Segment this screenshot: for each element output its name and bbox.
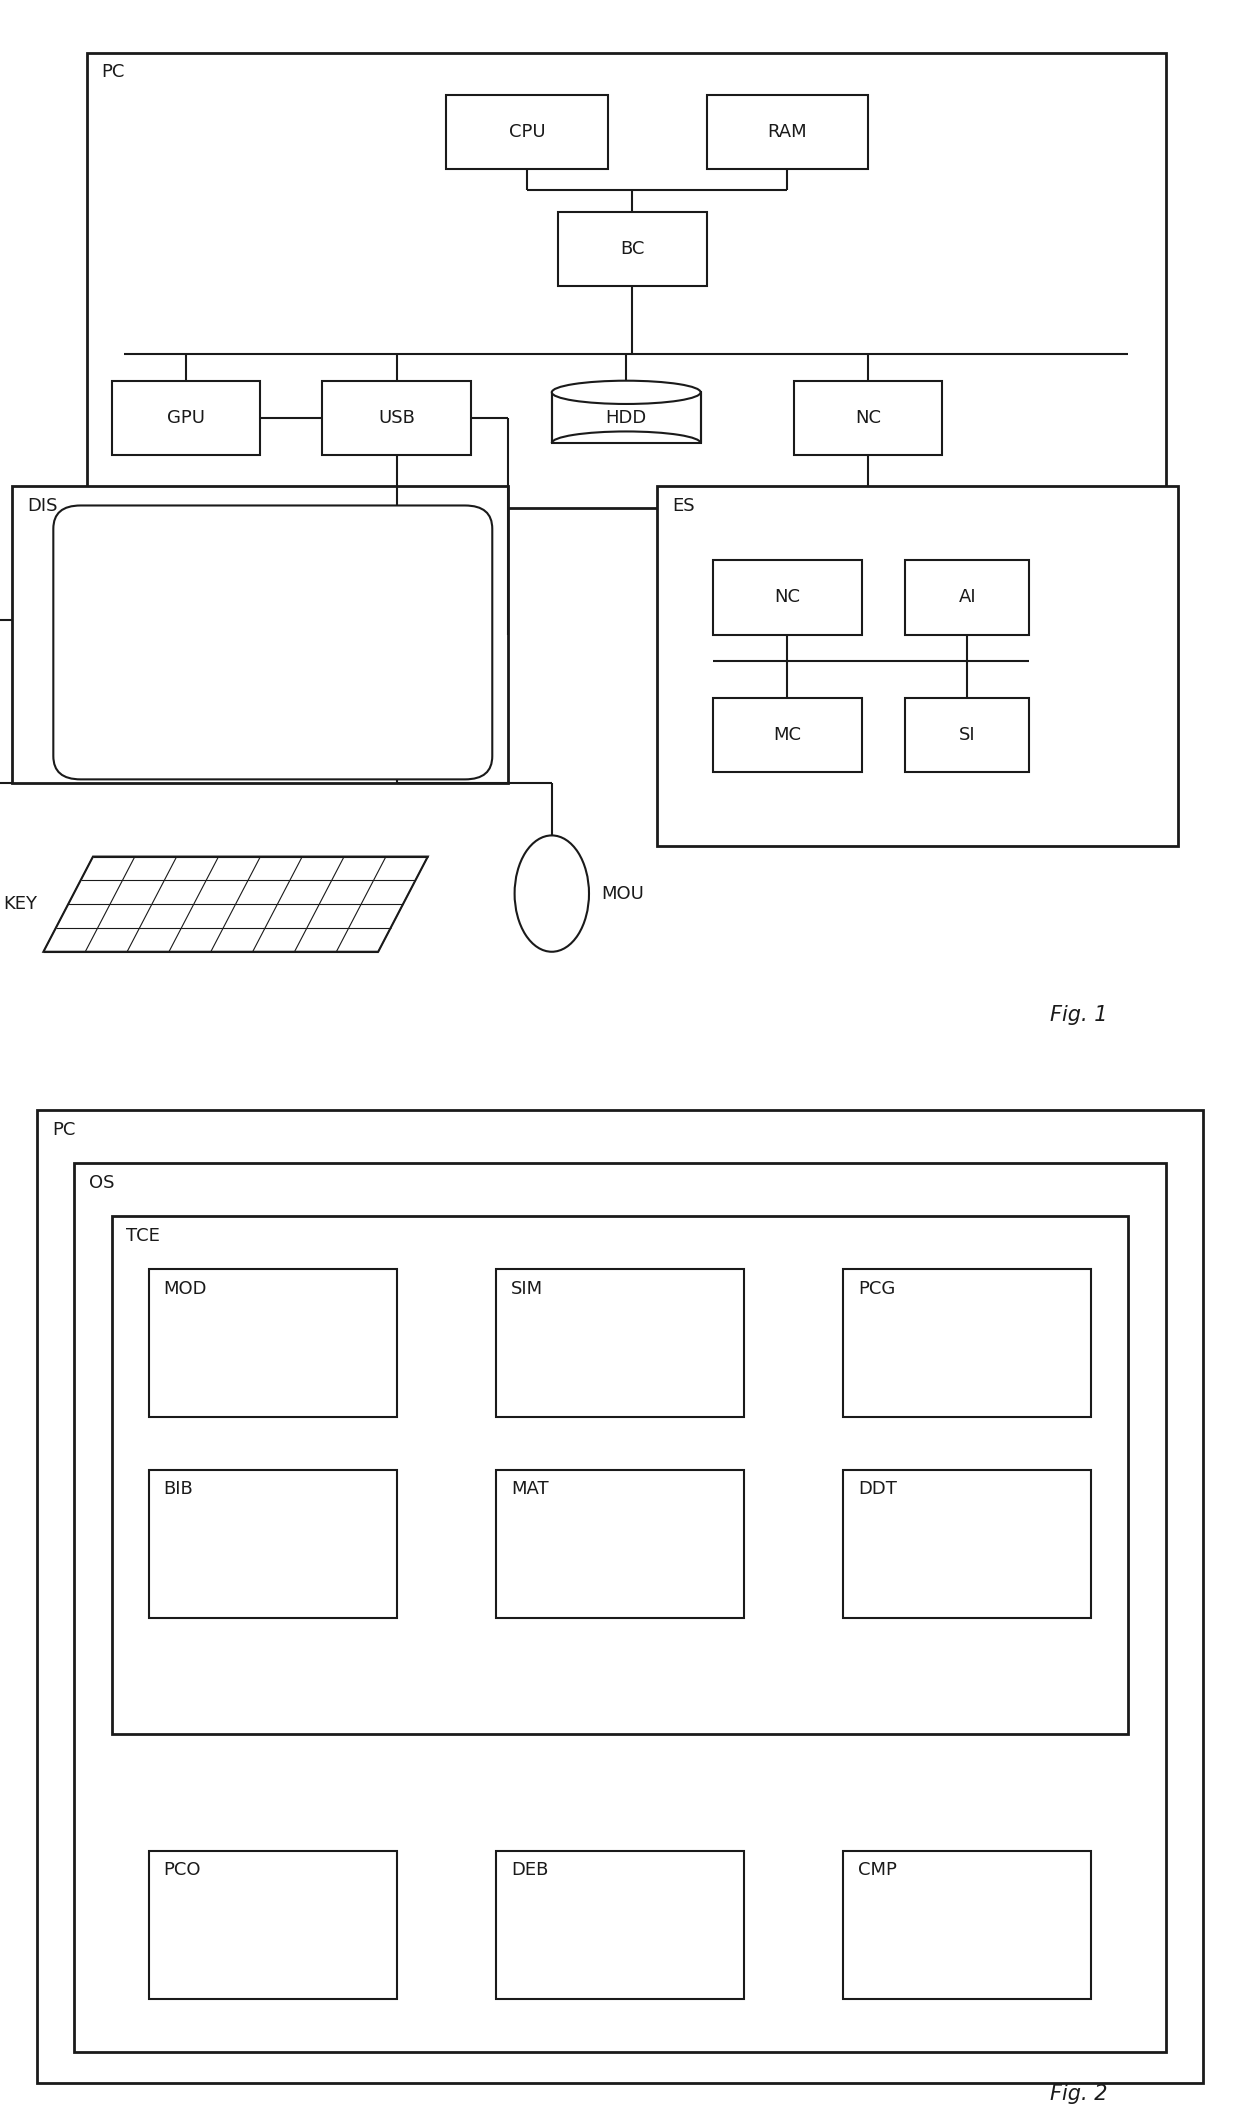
Bar xyxy=(322,381,471,455)
Text: ES: ES xyxy=(672,497,694,516)
Text: SIM: SIM xyxy=(511,1280,543,1299)
Text: AI: AI xyxy=(959,588,976,607)
Text: GPU: GPU xyxy=(167,408,205,427)
Text: NC: NC xyxy=(775,588,800,607)
Bar xyxy=(149,1470,397,1618)
Bar xyxy=(496,1269,744,1417)
Bar xyxy=(713,560,862,634)
Bar xyxy=(446,95,608,169)
Text: MAT: MAT xyxy=(511,1480,548,1500)
Bar xyxy=(843,1269,1091,1417)
Bar xyxy=(87,53,1166,508)
Text: DDT: DDT xyxy=(858,1480,897,1500)
Text: OS: OS xyxy=(89,1174,115,1193)
Text: USB: USB xyxy=(378,408,415,427)
Bar xyxy=(112,381,260,455)
Bar xyxy=(496,1851,744,1999)
Text: PCG: PCG xyxy=(858,1280,895,1299)
Text: MC: MC xyxy=(774,725,801,744)
Bar xyxy=(657,486,1178,846)
Bar xyxy=(713,698,862,772)
Text: RAM: RAM xyxy=(768,123,807,142)
Text: MOU: MOU xyxy=(601,884,645,903)
Text: DEB: DEB xyxy=(511,1861,548,1880)
Bar xyxy=(12,486,508,783)
Text: KEY: KEY xyxy=(4,895,37,914)
Bar xyxy=(496,1470,744,1618)
Text: PC: PC xyxy=(102,63,125,82)
Text: BC: BC xyxy=(620,239,645,258)
Text: HDD: HDD xyxy=(605,408,647,427)
Bar xyxy=(843,1851,1091,1999)
Bar xyxy=(843,1470,1091,1618)
Text: DIS: DIS xyxy=(27,497,58,516)
Text: SI: SI xyxy=(959,725,976,744)
Ellipse shape xyxy=(515,835,589,952)
Text: NC: NC xyxy=(856,408,880,427)
Text: Fig. 1: Fig. 1 xyxy=(1050,1005,1107,1026)
Bar xyxy=(552,393,701,444)
Text: PCO: PCO xyxy=(164,1861,201,1880)
Bar xyxy=(707,95,868,169)
Text: MOD: MOD xyxy=(164,1280,207,1299)
Bar xyxy=(112,1216,1128,1734)
Bar xyxy=(905,560,1029,634)
Bar xyxy=(149,1269,397,1417)
Bar xyxy=(149,1851,397,1999)
Text: BIB: BIB xyxy=(164,1480,193,1500)
Text: CMP: CMP xyxy=(858,1861,897,1880)
Bar xyxy=(794,381,942,455)
Bar xyxy=(74,1163,1166,2052)
Ellipse shape xyxy=(552,381,701,404)
Text: TCE: TCE xyxy=(126,1227,160,1246)
Text: CPU: CPU xyxy=(508,123,546,142)
Bar xyxy=(558,212,707,286)
FancyBboxPatch shape xyxy=(53,505,492,780)
Text: PC: PC xyxy=(52,1121,76,1140)
Text: Fig. 2: Fig. 2 xyxy=(1050,2083,1107,2104)
Polygon shape xyxy=(43,857,428,952)
Bar xyxy=(905,698,1029,772)
